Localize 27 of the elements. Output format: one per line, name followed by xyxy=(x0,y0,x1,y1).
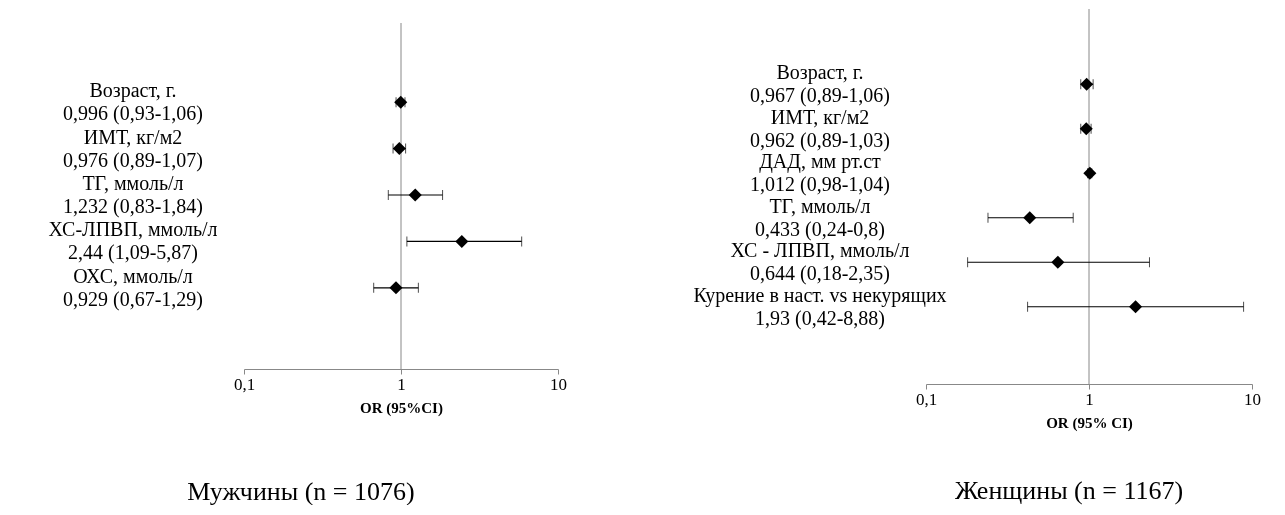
y-tick-label: ОХС, ммоль/л xyxy=(73,264,193,287)
y-tick-label: ТГ, ммоль/л xyxy=(82,172,184,194)
data-label: 1,93 (0,42-8,88) xyxy=(755,306,885,330)
x-tick-label: 0,1 xyxy=(233,374,256,394)
data-label: 0,929 (0,67-1,29) xyxy=(63,287,203,311)
data-label: 1,012 (0,98-1,04) xyxy=(750,173,890,197)
x-axis-title: OR (95%CI) xyxy=(360,399,443,417)
data-label: 1,232 (0,83-1,84) xyxy=(63,195,203,218)
y-tick-label: ХС-ЛПВП, ммоль/л xyxy=(48,218,218,241)
y-tick-label: Возраст, г. xyxy=(776,61,864,85)
data-label: 0,976 (0,89-1,07) xyxy=(63,148,203,172)
text: Мужчины (n = 1076) xyxy=(187,477,415,506)
data-label: 2,44 (1,09-5,87) xyxy=(68,241,198,265)
x-tick-label: 10 xyxy=(550,374,567,394)
x-tick-label: 1 xyxy=(1085,389,1094,409)
x-axis-title: OR (95% CI) xyxy=(1046,414,1133,432)
data-label: 0,644 (0,18-2,35) xyxy=(750,262,890,286)
data-label: 0,433 (0,24-0,8) xyxy=(755,217,885,241)
x-tick-label: 10 xyxy=(1244,389,1261,409)
y-tick-label: ИМТ, кг/м2 xyxy=(83,125,183,148)
data-label: 0,967 (0,89-1,06) xyxy=(750,84,890,108)
x-tick-label: 0,1 xyxy=(915,389,938,409)
data-label: 0,996 (0,93-1,06) xyxy=(63,102,203,126)
text: Женщины (n = 1167) xyxy=(954,476,1184,505)
data-label: 0,962 (0,89-1,03) xyxy=(750,128,890,152)
y-tick-label: Возраст, г. xyxy=(89,79,177,103)
x-tick-label: 1 xyxy=(397,374,406,394)
